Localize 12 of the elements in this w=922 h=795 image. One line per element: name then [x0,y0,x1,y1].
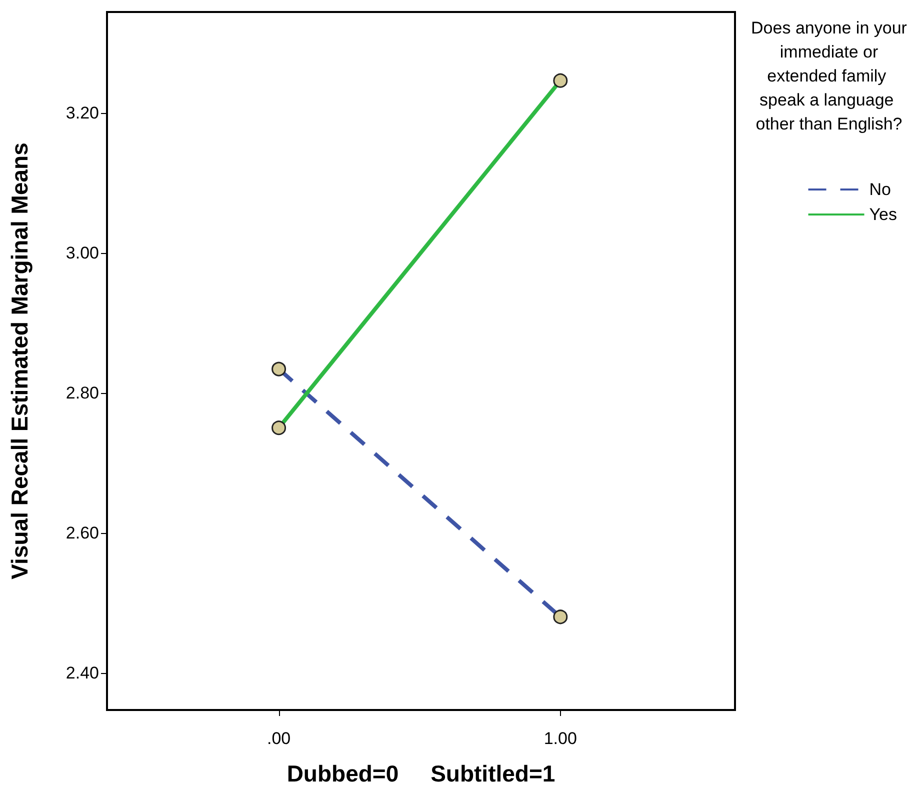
x-tick-label: 1.00 [544,729,577,748]
y-tick-label: 3.20 [66,103,99,122]
legend-title: Does anyone in your immediate or extended family speak a language other than English? [751,18,908,134]
legend-label: Yes [869,205,897,224]
y-axis-title: Visual Recall Estimated Marginal Means [6,142,32,580]
y-tick-label: 2.80 [66,383,99,402]
y-tick-label: 3.00 [66,243,99,262]
legend-label: No [869,180,891,199]
y-tick-label: 2.40 [66,663,99,682]
y-tick-label: 2.60 [66,523,99,542]
x-tick-label: .00 [266,729,291,748]
x-axis-title: Dubbed=0 Subtitled=1 [286,760,556,786]
